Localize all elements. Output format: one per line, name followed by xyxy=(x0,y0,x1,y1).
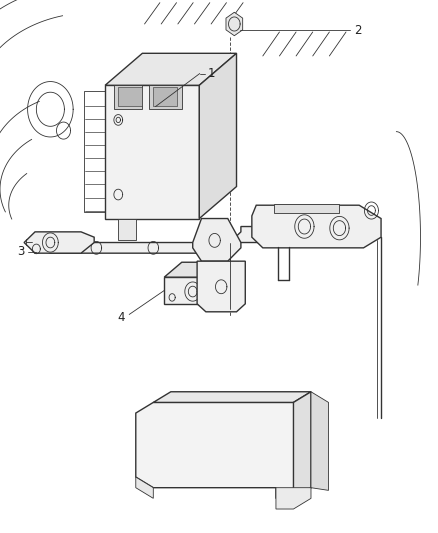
Polygon shape xyxy=(164,277,221,304)
Polygon shape xyxy=(252,205,381,248)
Polygon shape xyxy=(164,262,239,277)
Polygon shape xyxy=(24,232,94,253)
Polygon shape xyxy=(149,85,182,109)
Polygon shape xyxy=(136,402,311,498)
Polygon shape xyxy=(226,12,243,36)
Polygon shape xyxy=(136,477,153,498)
Text: 1: 1 xyxy=(208,67,215,79)
Polygon shape xyxy=(276,488,311,509)
Polygon shape xyxy=(37,227,276,253)
Polygon shape xyxy=(293,392,311,498)
Polygon shape xyxy=(274,204,339,213)
Text: 2: 2 xyxy=(354,24,361,37)
Polygon shape xyxy=(199,53,237,219)
Polygon shape xyxy=(105,53,237,85)
Polygon shape xyxy=(114,85,142,109)
Polygon shape xyxy=(153,392,311,402)
Text: 3: 3 xyxy=(17,245,24,258)
Polygon shape xyxy=(153,87,177,106)
Text: 4: 4 xyxy=(117,311,125,324)
Polygon shape xyxy=(221,262,239,304)
Polygon shape xyxy=(105,85,199,219)
Polygon shape xyxy=(118,219,136,240)
Polygon shape xyxy=(118,87,142,106)
Polygon shape xyxy=(197,261,245,312)
Polygon shape xyxy=(193,219,241,261)
Polygon shape xyxy=(311,392,328,490)
